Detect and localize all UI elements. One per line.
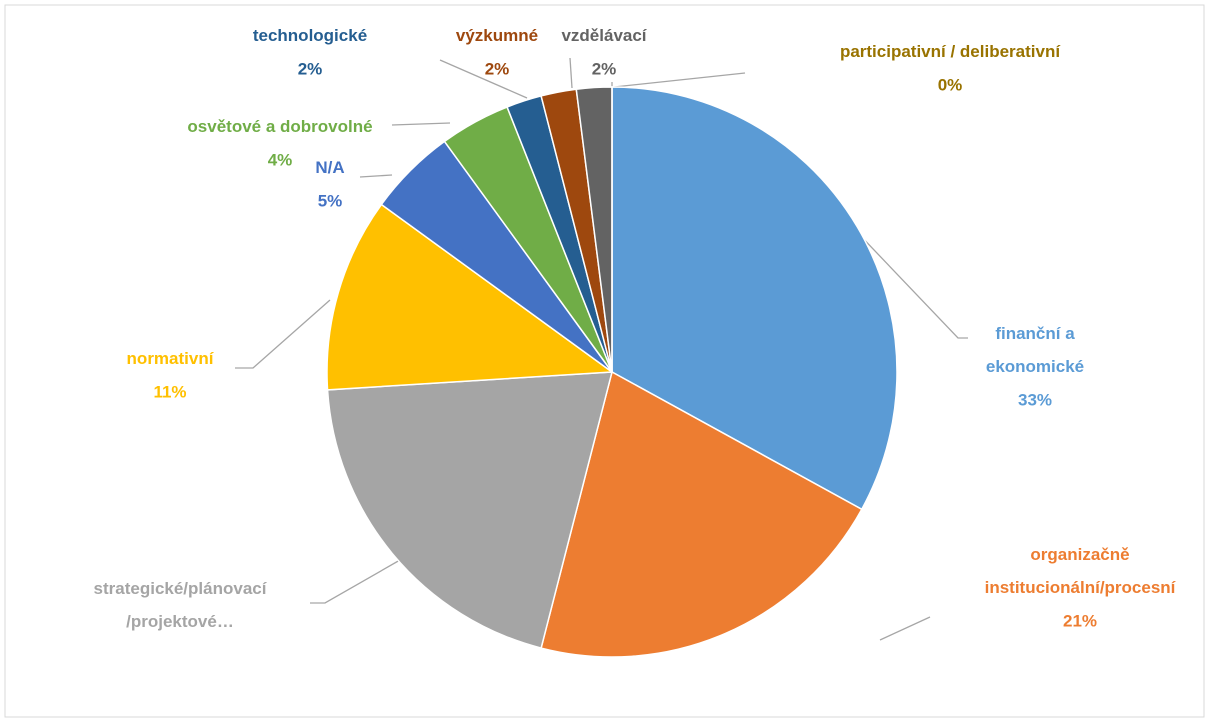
data-label-category: finanční a ekonomické bbox=[986, 324, 1084, 376]
data-label-category: vzdělávací bbox=[561, 26, 647, 45]
leader-line bbox=[310, 559, 401, 604]
label-line: organizačně bbox=[1030, 545, 1129, 564]
data-label-value: 5% bbox=[318, 191, 343, 210]
pie-slice bbox=[326, 371, 613, 649]
label-line: institucionální/procesní bbox=[985, 578, 1177, 597]
label-line: ekonomické bbox=[986, 357, 1084, 376]
label-line: technologické bbox=[253, 26, 367, 45]
data-label-value: 2% bbox=[298, 59, 323, 78]
pie-slice bbox=[611, 86, 898, 511]
data-label-category: N/A bbox=[315, 158, 344, 177]
leader-line bbox=[439, 59, 528, 99]
data-label-category: výzkumné bbox=[456, 26, 538, 45]
data-label-category: technologické bbox=[253, 26, 367, 45]
leader-line bbox=[391, 122, 451, 126]
pie-slice bbox=[326, 203, 615, 391]
label-line: participativní / deliberativní bbox=[840, 42, 1061, 61]
label-line: strategické/plánovací bbox=[94, 579, 268, 598]
label-line: finanční a bbox=[995, 324, 1075, 343]
data-label-value: 0% bbox=[938, 75, 963, 94]
data-label-category: organizačně institucionální/procesní bbox=[985, 545, 1177, 597]
data-label-value: 2% bbox=[592, 59, 617, 78]
pie-slice bbox=[540, 370, 863, 658]
label-line: výzkumné bbox=[456, 26, 538, 45]
data-label-value: 4% bbox=[268, 150, 293, 169]
data-label-category: normativní bbox=[127, 349, 215, 368]
label-line: N/A bbox=[315, 158, 344, 177]
leader-line bbox=[359, 174, 393, 178]
data-label-value: 21% bbox=[1063, 611, 1097, 630]
leader-line bbox=[879, 616, 931, 641]
label-line: normativní bbox=[127, 349, 215, 368]
data-label-value: 33% bbox=[1018, 390, 1052, 409]
data-label-value: 11% bbox=[153, 382, 186, 401]
leader-lines bbox=[235, 57, 968, 641]
leader-line bbox=[235, 299, 331, 369]
leader-line bbox=[569, 57, 573, 89]
data-label-category: strategické/plánovací/projektové… bbox=[94, 579, 268, 631]
leader-line bbox=[854, 229, 968, 339]
label-line: osvětové a dobrovolné bbox=[187, 117, 372, 136]
label-line: vzdělávací bbox=[561, 26, 647, 45]
label-line: /projektové… bbox=[126, 612, 234, 631]
data-label-category: participativní / deliberativní bbox=[840, 42, 1061, 61]
data-label-category: osvětové a dobrovolné bbox=[187, 117, 372, 136]
data-label-value: 2% bbox=[485, 59, 510, 78]
leader-line bbox=[613, 72, 746, 88]
